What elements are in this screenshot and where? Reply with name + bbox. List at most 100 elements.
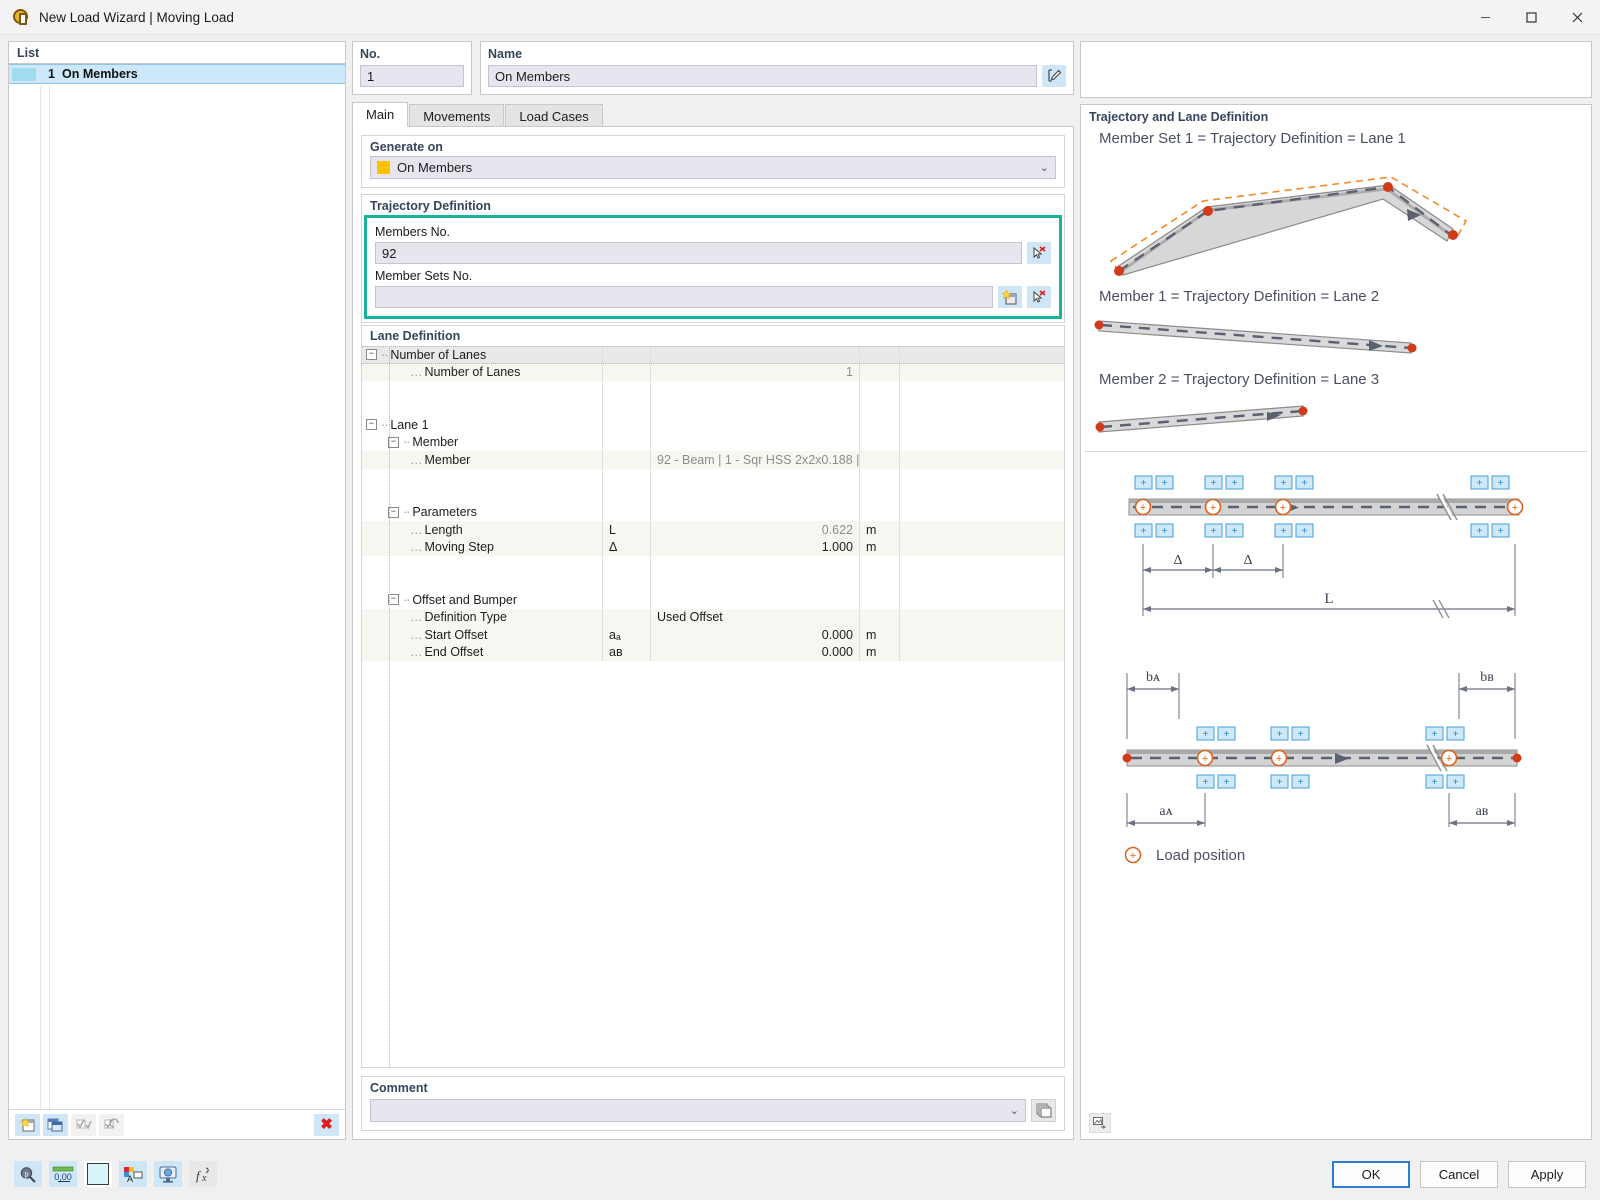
tree-row-value[interactable]: 1.000 xyxy=(650,538,859,556)
name-input[interactable]: On Members xyxy=(488,65,1037,87)
generate-on-section: Generate on On Members ⌄ xyxy=(361,135,1065,188)
generate-on-select[interactable]: On Members ⌄ xyxy=(370,156,1056,179)
tree-row-value[interactable]: 0.000 xyxy=(650,643,859,661)
new-item-button[interactable] xyxy=(15,1113,40,1136)
svg-text:+: + xyxy=(1302,526,1308,537)
spacer-row xyxy=(362,573,1064,591)
decimal-places-button[interactable]: 0,00 xyxy=(49,1161,77,1187)
collapse-icon[interactable]: − xyxy=(366,349,377,361)
ok-button[interactable]: OK xyxy=(1332,1160,1410,1188)
tree-row-symbol: aₐ xyxy=(602,626,650,644)
copy-item-button[interactable] xyxy=(43,1113,68,1136)
tree-group-row[interactable]: − ·· Lane 1 xyxy=(362,416,1064,434)
svg-text:x: x xyxy=(201,1173,207,1183)
list-body: 1 On Members xyxy=(9,64,345,1109)
formula-button[interactable]: f x xyxy=(189,1161,217,1187)
tree-row-label: End Offset xyxy=(424,645,484,660)
close-button[interactable] xyxy=(1554,0,1600,35)
svg-text:+: + xyxy=(1232,478,1238,489)
table-row[interactable]: … Length L 0.622 m xyxy=(362,521,1064,539)
tree-group-row[interactable]: − ·· Member xyxy=(362,433,1064,451)
new-member-set-icon[interactable] xyxy=(998,286,1022,308)
collapse-icon[interactable]: − xyxy=(388,594,399,606)
delta-label-1: Δ xyxy=(1173,553,1182,568)
svg-text:+: + xyxy=(1211,478,1217,489)
window-title: New Load Wizard | Moving Load xyxy=(39,9,234,25)
tree-row-unit: m xyxy=(859,643,899,661)
svg-text:+: + xyxy=(1162,478,1168,489)
table-row[interactable]: … Number of Lanes 1 xyxy=(362,363,1064,381)
title-bar: New Load Wizard | Moving Load xyxy=(0,0,1600,35)
minimize-button[interactable] xyxy=(1462,0,1508,35)
tree-row-value[interactable]: 92 - Beam | 1 - Sqr HSS 2x2x0.188 | AISC… xyxy=(650,451,859,469)
trajectory-definition-title: Trajectory Definition xyxy=(370,199,491,213)
svg-text:+: + xyxy=(1477,526,1483,537)
chevron-down-icon: ⌄ xyxy=(1009,1105,1019,1117)
apply-button[interactable]: Apply xyxy=(1508,1160,1586,1188)
svg-text:+: + xyxy=(1203,777,1209,788)
tree-row-symbol: L xyxy=(602,521,650,539)
select-all-button[interactable] xyxy=(71,1113,96,1136)
edit-pencil-icon[interactable] xyxy=(1042,65,1066,87)
generate-on-title: Generate on xyxy=(370,140,443,154)
comment-input[interactable]: ⌄ xyxy=(370,1099,1026,1122)
tab-load-cases[interactable]: Load Cases xyxy=(505,104,603,127)
export-image-icon[interactable] xyxy=(1089,1113,1111,1133)
maximize-button[interactable] xyxy=(1508,0,1554,35)
collapse-icon[interactable]: − xyxy=(388,506,399,518)
table-row[interactable]: … Member 92 - Beam | 1 - Sqr HSS 2x2x0.18… xyxy=(362,451,1064,469)
tab-panel-main: Generate on On Members ⌄ Trajectory Defi… xyxy=(352,126,1074,1140)
tree-row-value[interactable]: 1 xyxy=(650,363,859,381)
member-1-trajectory-diagram xyxy=(1094,320,1417,354)
tree-row-symbol: aʙ xyxy=(602,643,650,661)
tree-group-row[interactable]: − ·· Parameters xyxy=(362,503,1064,521)
name-label: Name xyxy=(488,47,523,61)
a-b-label: aʙ xyxy=(1476,804,1489,819)
cancel-button[interactable]: Cancel xyxy=(1420,1160,1498,1188)
trajectory-preview-box: Trajectory and Lane Definition Member Se… xyxy=(1080,104,1592,1140)
spacer-row xyxy=(362,468,1064,486)
tree-row-value[interactable]: Used Offset xyxy=(650,608,859,626)
tab-main[interactable]: Main xyxy=(352,102,409,127)
display-properties-button[interactable] xyxy=(154,1161,182,1187)
tab-movements[interactable]: Movements xyxy=(409,104,505,127)
tree-group-row[interactable]: − ·· Number of Lanes xyxy=(362,346,1064,364)
svg-text:f: f xyxy=(196,1168,202,1183)
table-row[interactable]: … Start Offset aₐ 0.000 m xyxy=(362,626,1064,644)
svg-text:+: + xyxy=(1477,478,1483,489)
annotation-button[interactable]: A xyxy=(119,1161,147,1187)
preview-panel: Trajectory and Lane Definition Member Se… xyxy=(1080,41,1592,1140)
members-no-label: Members No. xyxy=(375,225,451,239)
member-sets-no-input[interactable] xyxy=(375,286,993,308)
preview-top-box xyxy=(1080,41,1592,98)
delete-item-button[interactable]: ✖ xyxy=(314,1113,339,1136)
table-row[interactable]: … Definition Type Used Offset xyxy=(362,608,1064,626)
svg-text:+: + xyxy=(1203,729,1209,740)
comment-templates-icon[interactable] xyxy=(1031,1099,1056,1122)
generate-on-value: On Members xyxy=(397,160,473,175)
svg-text:+: + xyxy=(1512,502,1518,514)
tree-row-unit: m xyxy=(859,538,899,556)
svg-text:+: + xyxy=(1141,478,1147,489)
number-input[interactable]: 1 xyxy=(360,65,464,87)
collapse-icon[interactable]: − xyxy=(366,419,377,431)
table-row[interactable]: … Moving Step Δ 1.000 m xyxy=(362,538,1064,556)
collapse-icon[interactable]: − xyxy=(388,436,399,448)
members-no-input[interactable]: 92 xyxy=(375,242,1022,264)
tree-row-value[interactable]: 0.622 xyxy=(650,521,859,539)
tab-bar: Main Movements Load Cases xyxy=(352,102,1074,127)
table-row[interactable]: … End Offset aʙ 0.000 m xyxy=(362,643,1064,661)
zoom-info-button[interactable]: p xyxy=(14,1161,42,1187)
invert-selection-button[interactable] xyxy=(99,1113,124,1136)
color-preview-button[interactable] xyxy=(84,1161,112,1187)
tree-row-value[interactable]: 0.000 xyxy=(650,626,859,644)
clear-member-sets-selection-icon[interactable] xyxy=(1027,286,1051,308)
delete-x-icon: ✖ xyxy=(320,1116,333,1133)
spacer-row xyxy=(362,486,1064,504)
clear-members-selection-icon[interactable] xyxy=(1027,242,1051,264)
tree-row-label: Lane 1 xyxy=(390,417,429,432)
svg-text:+: + xyxy=(1298,729,1304,740)
number-field-box: No. 1 xyxy=(352,41,472,95)
tree-group-row[interactable]: − ·· Offset and Bumper xyxy=(362,591,1064,609)
list-item[interactable]: 1 On Members xyxy=(9,64,345,84)
